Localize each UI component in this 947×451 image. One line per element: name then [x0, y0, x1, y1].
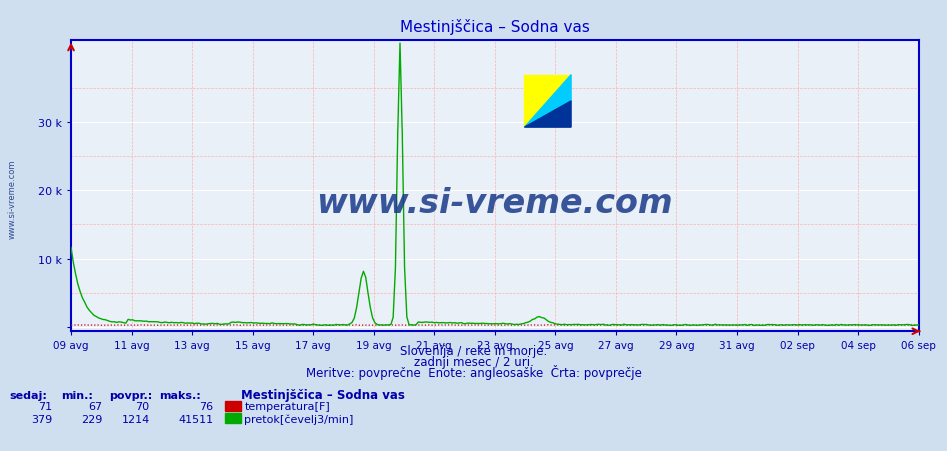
- Text: maks.:: maks.:: [159, 390, 201, 400]
- Polygon shape: [525, 101, 571, 128]
- Text: 67: 67: [88, 401, 102, 411]
- Text: zadnji mesec / 2 uri.: zadnji mesec / 2 uri.: [414, 355, 533, 368]
- Text: www.si-vreme.com: www.si-vreme.com: [8, 159, 17, 238]
- Text: temperatura[F]: temperatura[F]: [244, 401, 331, 411]
- Text: 229: 229: [80, 414, 102, 423]
- Text: pretok[čevelj3/min]: pretok[čevelj3/min]: [244, 413, 353, 423]
- Text: Slovenija / reke in morje.: Slovenija / reke in morje.: [400, 344, 547, 357]
- Text: min.:: min.:: [62, 390, 94, 400]
- Title: Mestinjščica – Sodna vas: Mestinjščica – Sodna vas: [400, 19, 590, 35]
- Text: 76: 76: [199, 401, 213, 411]
- Text: Meritve: povprečne  Enote: angleosaške  Črta: povprečje: Meritve: povprečne Enote: angleosaške Čr…: [306, 364, 641, 380]
- Polygon shape: [525, 75, 571, 128]
- Text: 379: 379: [31, 414, 52, 423]
- Text: sedaj:: sedaj:: [9, 390, 47, 400]
- Text: www.si-vreme.com: www.si-vreme.com: [316, 187, 673, 220]
- Text: 41511: 41511: [178, 414, 213, 423]
- Polygon shape: [525, 75, 571, 128]
- Text: povpr.:: povpr.:: [109, 390, 152, 400]
- Text: 71: 71: [38, 401, 52, 411]
- Text: 70: 70: [135, 401, 150, 411]
- Text: Mestinjščica – Sodna vas: Mestinjščica – Sodna vas: [241, 388, 405, 401]
- Text: 1214: 1214: [121, 414, 150, 423]
